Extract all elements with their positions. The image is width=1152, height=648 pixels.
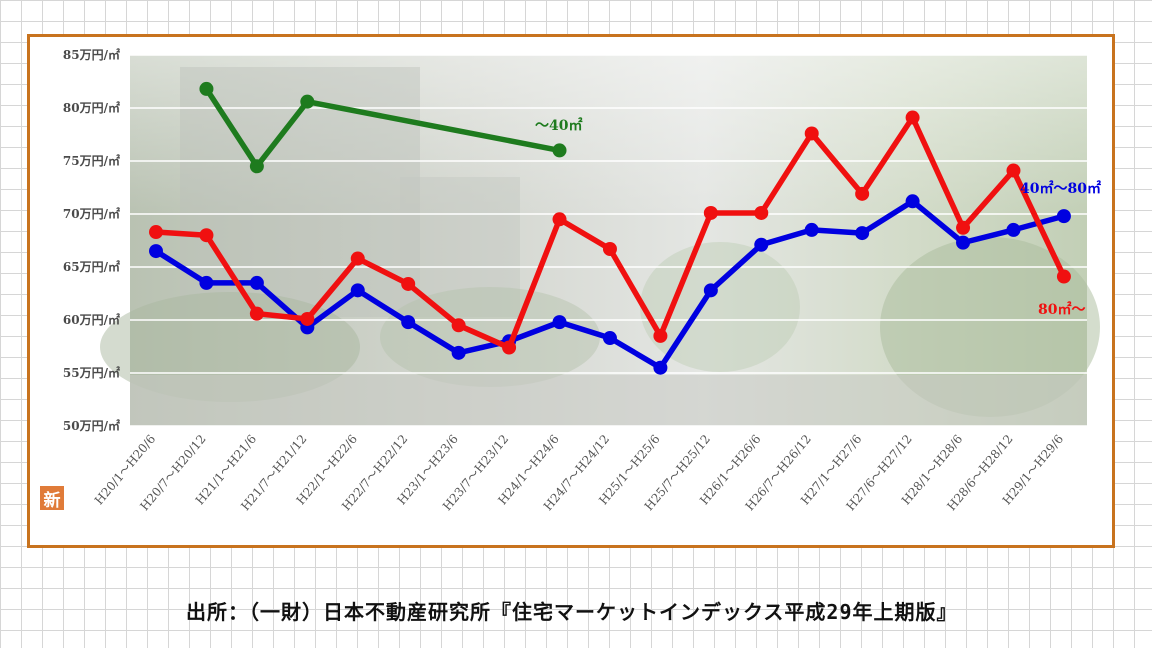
data-point: [855, 186, 870, 201]
data-point: [199, 228, 214, 243]
data-point: [754, 205, 769, 220]
y-tick-label: 60万円/㎡: [63, 312, 120, 327]
y-tick-label: 80万円/㎡: [63, 100, 120, 115]
data-point: [552, 315, 567, 330]
source-caption: 出所：（一財）日本不動産研究所『住宅マーケットインデックス平成29年上期版』: [186, 600, 958, 624]
data-point: [905, 194, 920, 209]
data-point: [199, 81, 214, 96]
data-point: [451, 345, 466, 360]
chart-frame: 50万円/㎡ 55万円/㎡ 60万円/㎡ 65万円/㎡ 70万円/㎡ 75万円/㎡ 80万円…: [27, 34, 1115, 548]
data-point: [502, 340, 517, 355]
data-point: [905, 110, 920, 125]
data-point: [199, 275, 214, 290]
data-point: [703, 205, 718, 220]
y-tick-label: 50万円/㎡: [63, 418, 120, 433]
data-point: [300, 311, 315, 326]
data-point: [552, 212, 567, 227]
data-point: [653, 328, 668, 343]
data-point: [401, 315, 416, 330]
data-point: [602, 241, 617, 256]
data-point: [653, 360, 668, 375]
data-point: [1006, 222, 1021, 237]
data-point: [249, 159, 264, 174]
data-point: [149, 244, 163, 259]
series-label-small: 〜40㎡: [535, 117, 582, 134]
data-point: [1006, 163, 1021, 178]
data-point: [1056, 209, 1071, 224]
data-point: [804, 222, 819, 237]
line-chart: 50万円/㎡ 55万円/㎡ 60万円/㎡ 65万円/㎡ 70万円/㎡ 75万円/㎡ 80万円…: [63, 47, 1101, 513]
data-point: [451, 318, 466, 333]
data-point: [956, 220, 971, 235]
data-point: [300, 94, 315, 109]
y-tick-label: 55万円/㎡: [63, 365, 120, 380]
new-badge: 新: [40, 486, 64, 511]
y-tick-label: 75万円/㎡: [63, 153, 120, 168]
series-line: [204, 87, 561, 170]
data-point: [703, 283, 718, 298]
y-tick-label: 65万円/㎡: [63, 259, 120, 274]
series-label-large: 80㎡〜: [1038, 301, 1085, 318]
data-point: [149, 225, 163, 240]
data-point: [350, 251, 365, 266]
data-point: [956, 235, 971, 250]
y-tick-label: 70万円/㎡: [63, 206, 120, 221]
y-tick-label: 85万円/㎡: [63, 47, 120, 62]
data-point: [249, 306, 264, 321]
data-point: [602, 331, 617, 346]
data-point: [552, 143, 567, 158]
data-point: [401, 276, 416, 291]
data-point: [350, 283, 365, 298]
data-point: [1056, 269, 1071, 284]
data-point: [754, 237, 769, 252]
series-label-medium: 40㎡〜80㎡: [1020, 180, 1101, 197]
data-point: [855, 226, 870, 241]
data-point: [804, 126, 819, 141]
data-point: [249, 275, 264, 290]
